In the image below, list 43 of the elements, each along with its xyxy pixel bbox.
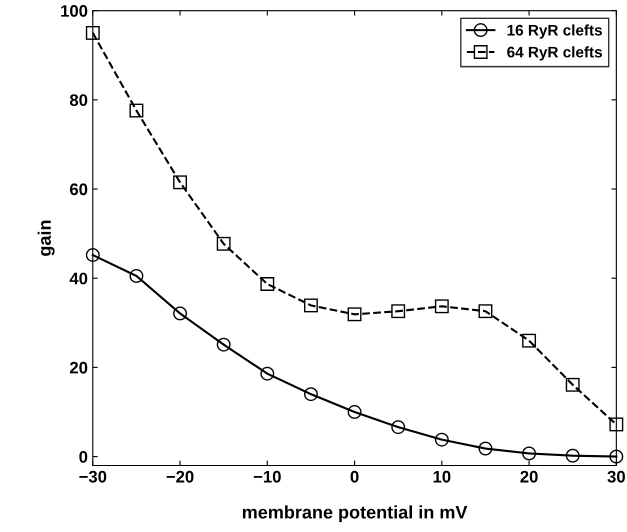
point — [609, 418, 624, 432]
x-tick-label: −10 — [254, 470, 281, 483]
point — [566, 378, 580, 392]
point — [434, 299, 449, 314]
x-tick-label: 0 — [350, 470, 359, 483]
point — [391, 304, 406, 318]
point — [522, 446, 536, 460]
point — [216, 236, 231, 251]
x-tick-label: 30 — [607, 470, 625, 483]
y-axis-title: gain — [38, 220, 55, 256]
y-tick-label: 80 — [70, 94, 88, 106]
point — [129, 269, 144, 283]
y-tick-label: 40 — [70, 272, 88, 284]
point — [478, 304, 492, 318]
point — [434, 432, 449, 447]
point — [304, 298, 318, 312]
y-tick-label: 0 — [79, 450, 88, 463]
point — [348, 307, 362, 322]
x-tick-label: 20 — [520, 470, 538, 483]
legend-label: 64 RyR clefts — [507, 46, 602, 61]
x-tick-label: 10 — [434, 470, 450, 483]
point — [216, 338, 231, 352]
x-tick-label: −20 — [166, 470, 194, 483]
x-axis-title: membrane potential in mV — [242, 505, 468, 522]
point — [173, 175, 187, 190]
point — [478, 442, 492, 456]
point — [304, 387, 318, 402]
point — [566, 448, 580, 463]
point — [260, 366, 274, 381]
x-tick-label: −30 — [79, 470, 106, 483]
point — [173, 306, 187, 320]
y-tick-label: 60 — [70, 183, 88, 196]
point — [129, 104, 144, 118]
point — [86, 248, 100, 262]
point — [609, 450, 624, 464]
point — [522, 334, 536, 348]
y-tick-label: 100 — [61, 5, 88, 17]
point — [391, 420, 406, 434]
point — [260, 277, 274, 291]
point — [348, 405, 362, 419]
y-tick-label: 20 — [70, 362, 88, 374]
legend-label: 16 RyR clefts — [508, 24, 602, 39]
point — [86, 26, 100, 40]
